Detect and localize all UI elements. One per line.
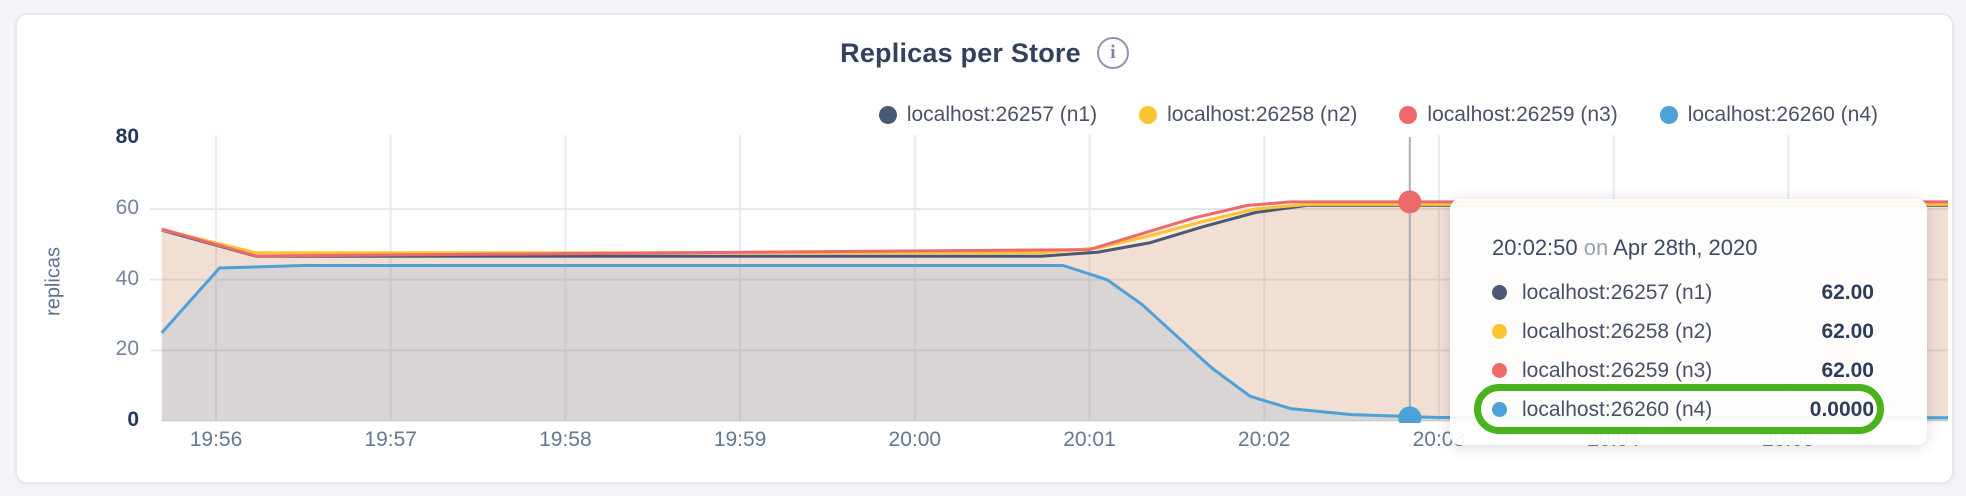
tooltip-time: 20:02:50 bbox=[1492, 235, 1578, 260]
tooltip-label-n3: localhost:26259 (n3) bbox=[1522, 358, 1713, 382]
series-line-n3 bbox=[161, 200, 1948, 258]
series-line-n4 bbox=[160, 264, 1948, 420]
y-tick-0: 0 bbox=[127, 408, 139, 431]
chart-legend: localhost:26257 (n1) localhost:26258 (n2)… bbox=[878, 103, 1878, 127]
chart-title: Replicas per Store bbox=[840, 37, 1081, 68]
y-axis-title: replicas bbox=[42, 247, 65, 316]
x-tick-19-58: 19:58 bbox=[539, 428, 592, 451]
tooltip-dot-n1 bbox=[1492, 285, 1507, 300]
legend-item-n3[interactable]: localhost:26259 (n3) bbox=[1399, 103, 1618, 127]
legend-item-n2[interactable]: localhost:26258 (n2) bbox=[1139, 103, 1357, 127]
x-tick-19-57: 19:57 bbox=[364, 428, 417, 451]
legend-label-n4: localhost:26260 (n4) bbox=[1687, 103, 1878, 126]
y-tick-40: 40 bbox=[115, 266, 139, 290]
x-tick-20-01: 20:01 bbox=[1063, 428, 1116, 451]
tooltip-value-n3: 62.00 bbox=[1821, 358, 1874, 382]
chart-panel: Replicas per Store i localhost:26257 (n1… bbox=[15, 13, 1954, 484]
tooltip-dot-n3 bbox=[1492, 363, 1507, 378]
chart-header: Replicas per Store i bbox=[17, 37, 1952, 69]
legend-item-n1[interactable]: localhost:26257 (n1) bbox=[878, 103, 1098, 127]
chart-tooltip: 20:02:50 on Apr 28th, 2020 localhost:262… bbox=[1450, 199, 1927, 445]
tooltip-timestamp: 20:02:50 on Apr 28th, 2020 bbox=[1492, 235, 1758, 260]
legend-dot-n4 bbox=[1659, 106, 1678, 124]
tooltip-label-n2: localhost:26258 (n2) bbox=[1522, 319, 1713, 343]
legend-dot-n1 bbox=[878, 106, 897, 124]
tooltip-value-n4: 0.0000 bbox=[1809, 397, 1874, 421]
hover-dot-n4 bbox=[1398, 406, 1422, 423]
tooltip-row-n3: localhost:26259 (n3) 62.00 bbox=[1492, 351, 1874, 390]
tooltip-rows: localhost:26257 (n1) 62.00 localhost:26258… bbox=[1474, 273, 1884, 434]
y-tick-60: 60 bbox=[115, 196, 139, 219]
legend-dot-n2 bbox=[1139, 106, 1158, 124]
tooltip-row-n1: localhost:26257 (n1) 62.00 bbox=[1492, 273, 1874, 312]
y-tick-20: 20 bbox=[115, 337, 139, 361]
legend-label-n1: localhost:26257 (n1) bbox=[906, 103, 1098, 126]
info-icon[interactable]: i bbox=[1096, 37, 1129, 69]
x-tick-20-02: 20:02 bbox=[1237, 428, 1291, 451]
tooltip-label-n1: localhost:26257 (n1) bbox=[1522, 280, 1713, 304]
series-line-n1 bbox=[161, 203, 1948, 258]
x-tick-19-59: 19:59 bbox=[713, 428, 767, 451]
tooltip-label-n4: localhost:26260 (n4) bbox=[1522, 397, 1713, 421]
tooltip-value-n1: 62.00 bbox=[1821, 280, 1874, 304]
tooltip-dot-n2 bbox=[1492, 324, 1507, 339]
legend-dot-n3 bbox=[1399, 106, 1418, 124]
legend-item-n4[interactable]: localhost:26260 (n4) bbox=[1659, 103, 1878, 127]
series-area-n4 bbox=[161, 265, 1948, 421]
hover-dot-n3 bbox=[1398, 190, 1422, 214]
tooltip-value-n2: 62.00 bbox=[1821, 319, 1874, 343]
tooltip-dot-n4 bbox=[1492, 402, 1507, 417]
x-tick-20-00: 20:00 bbox=[888, 428, 942, 451]
y-tick-80: 80 bbox=[115, 125, 139, 149]
tooltip-row-n2: localhost:26258 (n2) 62.00 bbox=[1492, 312, 1874, 351]
x-tick-19-56: 19:56 bbox=[189, 428, 243, 451]
legend-label-n3: localhost:26259 (n3) bbox=[1427, 103, 1618, 126]
tooltip-row-n4: localhost:26260 (n4) 0.0000 bbox=[1474, 384, 1884, 434]
legend-label-n2: localhost:26258 (n2) bbox=[1167, 103, 1358, 126]
